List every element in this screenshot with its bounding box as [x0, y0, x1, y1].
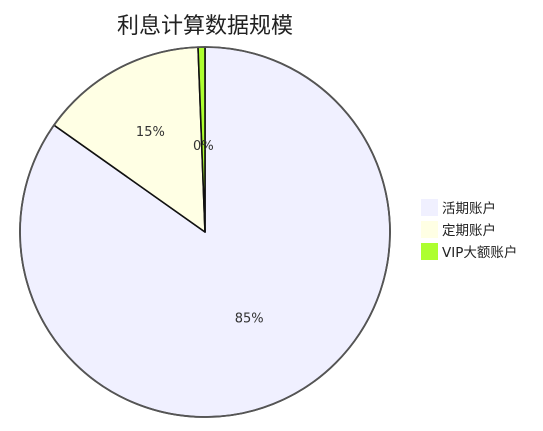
legend-swatch-2 — [421, 221, 438, 238]
slice-label-2: 15% — [136, 125, 165, 140]
chart-title: 利息计算数据规模 — [117, 14, 293, 39]
legend-swatch-1 — [421, 199, 438, 216]
pie-slices — [19, 46, 391, 418]
slice-label-1: 85% — [235, 311, 264, 326]
slice-labels: 85% 15% 0% — [136, 125, 264, 326]
legend-label-1: 活期账户 — [442, 200, 496, 217]
legend-label-3: VIP大额账户 — [442, 244, 517, 261]
legend-label-2: 定期账户 — [442, 222, 496, 239]
pie-rim — [19, 46, 391, 418]
legend-swatch-3 — [421, 243, 438, 260]
slice-label-3: 0% — [193, 139, 214, 154]
